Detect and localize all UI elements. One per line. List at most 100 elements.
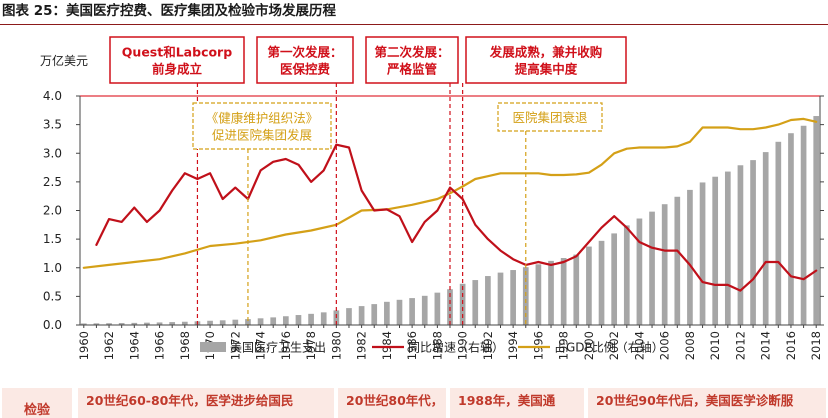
bar <box>497 272 504 325</box>
bar <box>788 133 794 325</box>
x-tick-label: 1988 <box>430 331 444 360</box>
x-tick-label: 1960 <box>77 331 91 360</box>
x-tick-label: 1962 <box>102 331 116 360</box>
bars-layer <box>80 116 820 326</box>
bottom-item-3: 1988年，美国通 <box>450 388 584 418</box>
bar <box>649 211 655 325</box>
bar <box>775 141 782 325</box>
legend-swatch-bar <box>200 342 226 352</box>
bar <box>131 322 138 325</box>
y-tick-label: 2.5 <box>43 175 62 189</box>
bar <box>295 315 302 325</box>
x-tick-label: 1980 <box>329 331 343 360</box>
title-divider <box>0 24 828 25</box>
bar <box>106 323 112 325</box>
bar <box>699 182 706 325</box>
bar <box>232 319 239 325</box>
bar <box>472 280 479 325</box>
bottom-table: 检验 20世纪60-80年代，医学进步给国民 20世纪80年代， 1988年，美… <box>0 388 828 418</box>
y-tick-label: 1.5 <box>43 232 62 246</box>
bar <box>724 171 731 325</box>
bar <box>800 125 807 326</box>
x-tick-label: 2018 <box>809 331 823 360</box>
bar <box>548 260 554 325</box>
x-tick-label: 2006 <box>658 331 672 360</box>
bar <box>434 292 441 325</box>
y-unit-label: 万亿美元 <box>40 53 88 68</box>
bar <box>207 320 213 325</box>
bar <box>144 322 150 325</box>
bar <box>156 322 163 325</box>
bar <box>270 317 277 325</box>
legend-layer: 美国医疗卫生支出 同比增速（右轴） 占GDP比例（右轴） <box>200 340 664 355</box>
axis-layer: 万亿美元 0.0 0.5 1.0 1.5 2.0 2.5 3.0 3.5 4.0 1960 1962 1… <box>40 53 824 360</box>
bar <box>586 246 592 325</box>
annotation-text: 第一次发展： <box>267 45 342 60</box>
x-tick-label: 2012 <box>733 331 747 360</box>
bar <box>560 258 567 325</box>
page-title: 图表 25：美国医疗控费、医疗集团及检验市场发展历程 <box>2 3 336 19</box>
x-tick-label: 1998 <box>557 331 571 360</box>
annotation-text: 医保控费 <box>280 62 331 77</box>
annotation-box <box>465 36 627 84</box>
bar <box>118 323 125 325</box>
x-tick-label: 1982 <box>355 331 369 360</box>
bar <box>384 301 390 325</box>
bar <box>169 322 176 325</box>
legend-label: 美国医疗卫生支出 <box>230 341 326 355</box>
bar <box>459 283 466 325</box>
x-tick-label: 1974 <box>254 331 268 360</box>
annotation-text: 《健康维护组织法》 <box>206 111 319 126</box>
bar <box>598 240 605 325</box>
bar <box>712 176 719 325</box>
annotation-text: 第二次发展： <box>374 45 449 60</box>
bar <box>485 276 491 325</box>
bar <box>687 189 693 325</box>
x-tick-label: 1978 <box>304 331 318 360</box>
x-tick-label: 1976 <box>279 331 293 360</box>
bar <box>737 165 744 325</box>
bar <box>308 313 314 325</box>
x-tick-label: 2016 <box>784 331 798 360</box>
bar <box>257 318 264 325</box>
lines-layer <box>82 117 818 292</box>
annotation-text: 医院集团衰退 <box>512 110 588 125</box>
bottom-item-2: 20世纪80年代， <box>338 388 446 418</box>
x-tick-label: 1994 <box>506 331 520 360</box>
y-tick-label: 3.5 <box>43 118 62 132</box>
y-tick-label: 2.0 <box>43 204 62 218</box>
legend-label: 占GDP比例（右轴） <box>554 340 664 355</box>
annotation-text: 提高集中度 <box>515 62 578 77</box>
bar <box>522 267 529 325</box>
annotation-box <box>192 102 332 150</box>
bar <box>320 312 327 325</box>
bar <box>661 204 668 325</box>
bottom-table-header: 检验 <box>2 388 72 418</box>
bottom-item-1: 20世纪60-80年代，医学进步给国民 <box>78 388 334 418</box>
x-tick-label: 1992 <box>481 331 495 360</box>
annotation-text: 发展成熟，兼并收购 <box>489 45 603 60</box>
bar <box>371 304 378 325</box>
x-tick-label: 1990 <box>456 331 470 360</box>
bar <box>181 321 188 325</box>
x-tick-label: 1984 <box>380 331 394 360</box>
bar <box>674 196 681 325</box>
bar <box>573 254 580 325</box>
annotation-box <box>497 102 603 132</box>
x-tick-label: 2002 <box>607 331 621 360</box>
y-tick-label: 4.0 <box>43 89 62 103</box>
annotation-box <box>109 36 245 84</box>
growth-rate-line <box>95 143 818 292</box>
bar <box>245 319 251 325</box>
bar <box>611 233 618 325</box>
annotation-box <box>256 36 354 84</box>
x-tick-label: 2008 <box>683 331 697 360</box>
x-tick-label: 1986 <box>405 331 419 360</box>
x-tick-label: 1972 <box>228 331 242 360</box>
bar <box>219 320 226 325</box>
bar <box>282 316 289 325</box>
annotation-layer: Quest和Labcorp 前身成立 第一次发展： 医保控费 第二次发展： 严格监管 发展成… <box>109 36 627 325</box>
x-tick-label: 2014 <box>759 331 773 360</box>
bar <box>750 160 756 325</box>
bar <box>421 295 428 325</box>
